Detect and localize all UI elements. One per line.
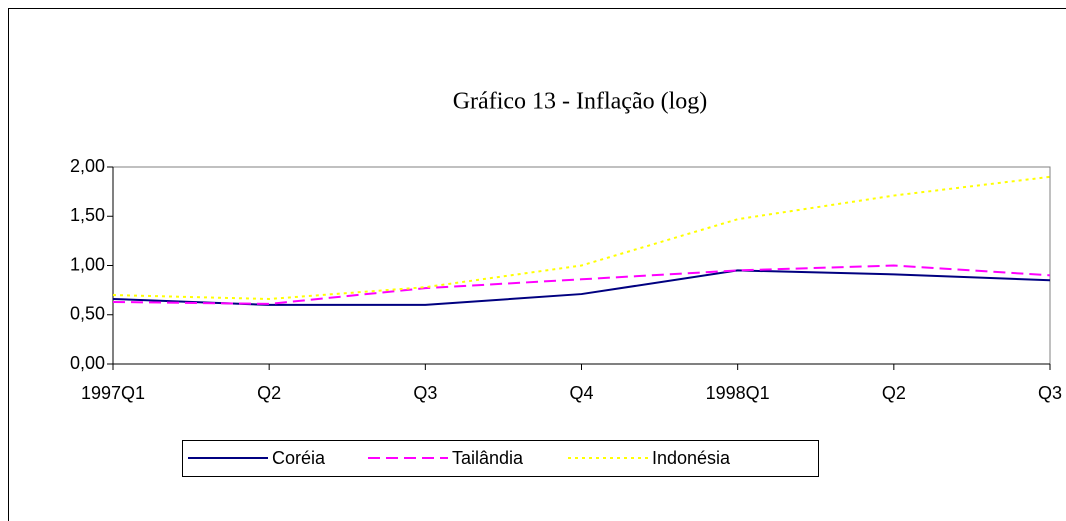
x-tick-label: Q2 bbox=[882, 383, 906, 403]
series-line bbox=[112, 269, 1051, 306]
legend-label: Coréia bbox=[272, 448, 326, 468]
y-tick-label: 1,50 bbox=[70, 205, 105, 225]
legend-label: Indonésia bbox=[652, 448, 731, 468]
chart-title: Gráfico 13 - Inflação (log) bbox=[453, 89, 708, 115]
x-tick-label: Q3 bbox=[413, 383, 437, 403]
y-tick-label: 1,00 bbox=[70, 254, 105, 274]
x-tick-label: Q3 bbox=[1038, 383, 1062, 403]
series-line bbox=[112, 175, 1051, 300]
legend-label: Tailândia bbox=[452, 448, 524, 468]
chart-frame bbox=[8, 8, 1066, 521]
x-tick-label: Q4 bbox=[569, 383, 593, 403]
y-tick-label: 0,00 bbox=[70, 353, 105, 373]
x-tick-label: 1997Q1 bbox=[81, 383, 145, 403]
series-line bbox=[112, 264, 1051, 305]
y-tick-label: 0,50 bbox=[70, 304, 105, 324]
legend-box bbox=[182, 440, 819, 477]
y-tick-label: 2,00 bbox=[70, 156, 105, 176]
x-tick-label: Q2 bbox=[257, 383, 281, 403]
x-tick-label: 1998Q1 bbox=[706, 383, 770, 403]
